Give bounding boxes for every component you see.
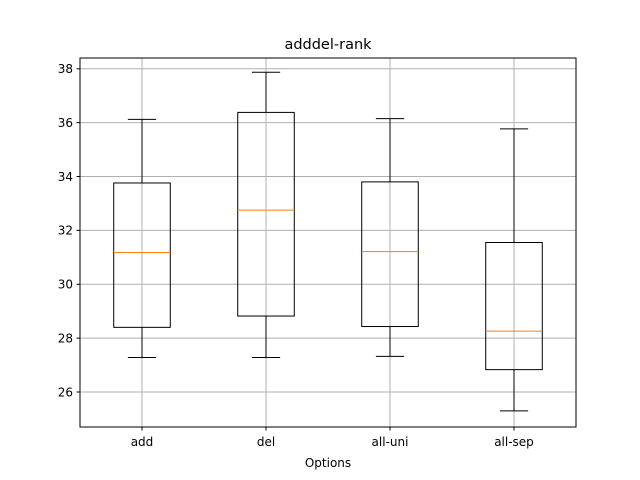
box-layer	[113, 71, 543, 412]
iqr-box	[485, 242, 543, 371]
plot-frame	[79, 57, 577, 428]
iqr-box	[237, 111, 295, 317]
box-add	[113, 118, 171, 359]
y-tick-label: 32	[58, 224, 73, 238]
x-tick-label: all-sep	[494, 435, 534, 449]
iqr-box	[361, 181, 419, 328]
y-tick-label: 28	[58, 331, 73, 345]
y-tick-label: 38	[58, 62, 73, 76]
grid-layer	[80, 58, 576, 427]
y-tick-label: 26	[58, 385, 73, 399]
y-tick-label: 34	[58, 170, 73, 184]
tick-layer: 26 28 30 32 34 36 38 add del all-uni all-sep	[58, 62, 534, 449]
x-tick-label: del	[257, 435, 275, 449]
y-tick-label: 36	[58, 116, 73, 130]
iqr-box	[113, 182, 171, 328]
y-tick-label: 30	[58, 278, 73, 292]
x-tick-label: add	[131, 435, 154, 449]
box-del	[237, 71, 295, 359]
box-all-sep	[485, 128, 543, 412]
x-tick-label: all-uni	[372, 435, 409, 449]
chart-title: adddel-rank	[284, 37, 372, 53]
box-all-uni	[361, 118, 419, 357]
x-axis-label: Options	[305, 456, 351, 470]
